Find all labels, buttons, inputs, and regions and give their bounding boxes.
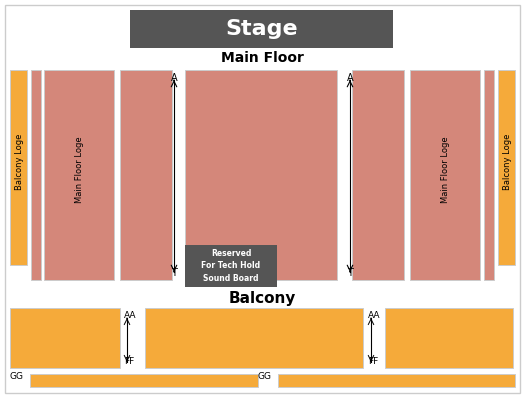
Text: AA: AA bbox=[124, 311, 136, 320]
Bar bbox=[31, 70, 41, 280]
Text: GG: GG bbox=[10, 372, 24, 381]
Bar bbox=[120, 70, 172, 280]
Text: GG: GG bbox=[258, 372, 272, 381]
Bar bbox=[30, 374, 258, 387]
Text: FF: FF bbox=[124, 357, 134, 366]
Bar bbox=[352, 70, 404, 280]
Text: Balcony Loge: Balcony Loge bbox=[15, 134, 24, 190]
Text: Main Floor: Main Floor bbox=[220, 51, 303, 65]
Bar bbox=[145, 308, 363, 368]
Text: AA: AA bbox=[368, 311, 381, 320]
Text: Balcony Loge: Balcony Loge bbox=[502, 134, 511, 190]
Text: T: T bbox=[171, 268, 177, 278]
Text: A: A bbox=[171, 73, 177, 83]
Bar bbox=[44, 70, 114, 280]
Text: A: A bbox=[346, 73, 353, 83]
Bar bbox=[185, 70, 337, 280]
Text: Main Floor Loge: Main Floor Loge bbox=[440, 137, 449, 203]
Bar bbox=[498, 70, 515, 265]
Text: Reserved
For Tech Hold
Sound Board: Reserved For Tech Hold Sound Board bbox=[202, 249, 260, 283]
Bar bbox=[185, 245, 277, 287]
Text: FF: FF bbox=[368, 357, 378, 366]
Text: Stage: Stage bbox=[225, 19, 298, 39]
Text: Balcony: Balcony bbox=[228, 290, 296, 306]
Text: T: T bbox=[347, 268, 353, 278]
Bar bbox=[10, 70, 27, 265]
Text: Main Floor Loge: Main Floor Loge bbox=[75, 137, 83, 203]
Bar bbox=[484, 70, 494, 280]
Bar bbox=[385, 308, 513, 368]
Bar bbox=[278, 374, 515, 387]
Bar bbox=[130, 10, 393, 48]
Bar bbox=[10, 308, 120, 368]
Bar bbox=[410, 70, 480, 280]
